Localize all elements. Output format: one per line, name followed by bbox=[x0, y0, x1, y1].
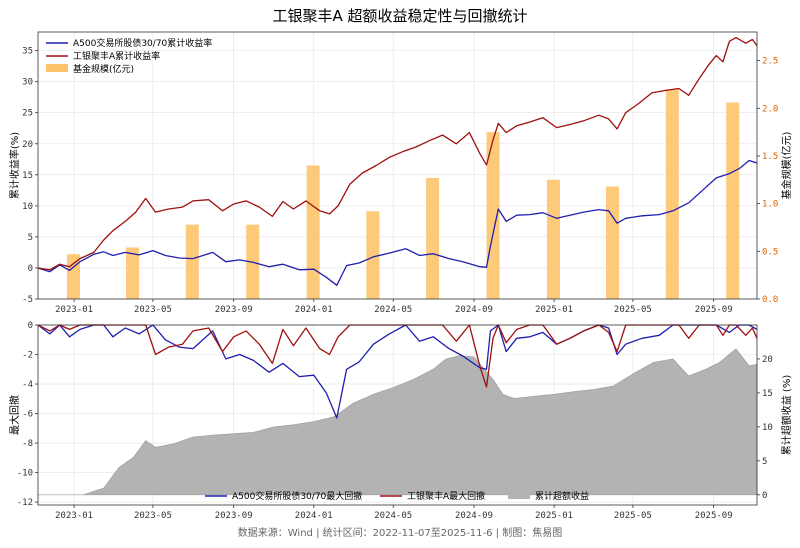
legend-label-benchmark: A500交易所股债30/70最大回撤 bbox=[232, 490, 362, 502]
plot-frame bbox=[37, 324, 758, 506]
fund-size-bar bbox=[546, 179, 560, 299]
x-tick-label: 2025-05 bbox=[614, 511, 652, 521]
benchmark-line bbox=[37, 159, 758, 286]
x-tick-label: 2023-01 bbox=[55, 305, 93, 315]
y2-axis-label: 基金规模(亿元) bbox=[780, 132, 793, 200]
x-tick-label: 2023-09 bbox=[215, 305, 253, 315]
y-axis-label: 累计收益率(%) bbox=[8, 132, 21, 199]
x-tick-label: 2024-05 bbox=[374, 511, 412, 521]
y-tick-label: -6 bbox=[22, 410, 33, 420]
y-tick-label: -10 bbox=[17, 469, 33, 479]
legend: A500交易所股债30/70最大回撤 工银聚丰A最大回撤 累计超额收益 bbox=[205, 490, 589, 502]
y2-tick-label: 1.5 bbox=[762, 152, 778, 162]
fund-size-bar bbox=[426, 177, 440, 299]
x-tick-label: 2024-09 bbox=[455, 305, 493, 315]
y2-tick-label: 0 bbox=[762, 491, 767, 501]
y2-axis-label: 累计超额收益 (%) bbox=[780, 375, 793, 456]
y2-tick-label: 20 bbox=[762, 355, 773, 365]
y-tick-label: -4 bbox=[22, 380, 33, 390]
legend-swatch-bar bbox=[46, 64, 68, 72]
fund-size-bar bbox=[185, 224, 199, 299]
y-axis-label: 最大回撤 bbox=[8, 395, 21, 435]
y-tick-label: -2 bbox=[22, 351, 33, 361]
y-tick-label: -12 bbox=[17, 498, 33, 508]
fund-size-bar bbox=[306, 165, 320, 299]
fund-size-bar bbox=[606, 186, 620, 299]
y2-tick-label: 2.0 bbox=[762, 104, 778, 114]
benchmark-line bbox=[37, 324, 758, 419]
y2-tick-label: 0.5 bbox=[762, 247, 778, 257]
y-tick-label: 10 bbox=[22, 202, 33, 212]
footer-note: 数据来源：Wind | 统计区间：2022-11-07至2025-11-6 | … bbox=[238, 526, 562, 539]
legend-label-benchmark: A500交易所股债30/70累计收益率 bbox=[73, 37, 212, 49]
x-tick-label: 2023-01 bbox=[55, 511, 93, 521]
legend-label-bar: 基金规模(亿元) bbox=[73, 63, 134, 75]
y-tick-label: 5 bbox=[28, 233, 33, 243]
x-tick-label: 2023-05 bbox=[134, 305, 172, 315]
x-tick-label: 2024-09 bbox=[455, 511, 493, 521]
fund-size-bar bbox=[726, 102, 740, 299]
x-tick-label: 2025-09 bbox=[695, 511, 733, 521]
fund-size-bar bbox=[486, 132, 500, 299]
y-tick-label: 30 bbox=[22, 78, 33, 88]
y-tick-label: -8 bbox=[22, 439, 33, 449]
x-tick-label: 2024-05 bbox=[374, 305, 412, 315]
fund-size-bar bbox=[126, 247, 140, 299]
x-tick-label: 2024-01 bbox=[295, 511, 333, 521]
fund-size-bar bbox=[366, 211, 380, 299]
x-tick-label: 2023-09 bbox=[215, 511, 253, 521]
excess-return-area bbox=[37, 348, 758, 496]
y-tick-label: 15 bbox=[22, 171, 33, 181]
y-tick-label: 0 bbox=[28, 264, 33, 274]
y-tick-label: 20 bbox=[22, 140, 33, 150]
y2-tick-label: 1.0 bbox=[762, 200, 778, 210]
y2-tick-label: 15 bbox=[762, 389, 773, 399]
drawdown-panel: -12 -10 -8 -6 -4 -2 0 0 5 10 15 20 2023-01 2023-05 202… bbox=[8, 321, 793, 521]
x-tick-label: 2025-05 bbox=[614, 305, 652, 315]
chart-title: 工银聚丰A 超额收益稳定性与回撤统计 bbox=[272, 7, 527, 25]
fund-line bbox=[37, 36, 758, 271]
x-tick-label: 2025-01 bbox=[535, 511, 573, 521]
x-tick-label: 2023-05 bbox=[134, 511, 172, 521]
y2-tick-label: 0.0 bbox=[762, 295, 778, 305]
y-tick-label: -5 bbox=[22, 295, 33, 305]
legend-label-fund: 工银聚丰A最大回撤 bbox=[407, 490, 485, 502]
returns-panel: -5 0 5 10 15 20 25 30 35 0.0 0.5 1.0 1.5 2.0 2.5 2023-0… bbox=[8, 31, 793, 315]
y-tick-label: 0 bbox=[28, 321, 33, 331]
y2-tick-label: 5 bbox=[762, 457, 767, 467]
fund-size-bar bbox=[665, 89, 679, 299]
x-tick-label: 2024-01 bbox=[295, 305, 333, 315]
legend-label-fund: 工银聚丰A累计收益率 bbox=[73, 50, 160, 62]
y2-tick-label: 2.5 bbox=[762, 57, 778, 67]
y-tick-label: 35 bbox=[22, 47, 33, 57]
plot-frame bbox=[37, 31, 758, 300]
x-tick-label: 2025-09 bbox=[695, 305, 733, 315]
y-tick-label: 25 bbox=[22, 109, 33, 119]
y2-tick-label: 10 bbox=[762, 423, 773, 433]
legend-swatch-excess bbox=[508, 491, 530, 499]
legend-label-excess: 累计超额收益 bbox=[535, 490, 589, 502]
x-tick-label: 2025-01 bbox=[535, 305, 573, 315]
